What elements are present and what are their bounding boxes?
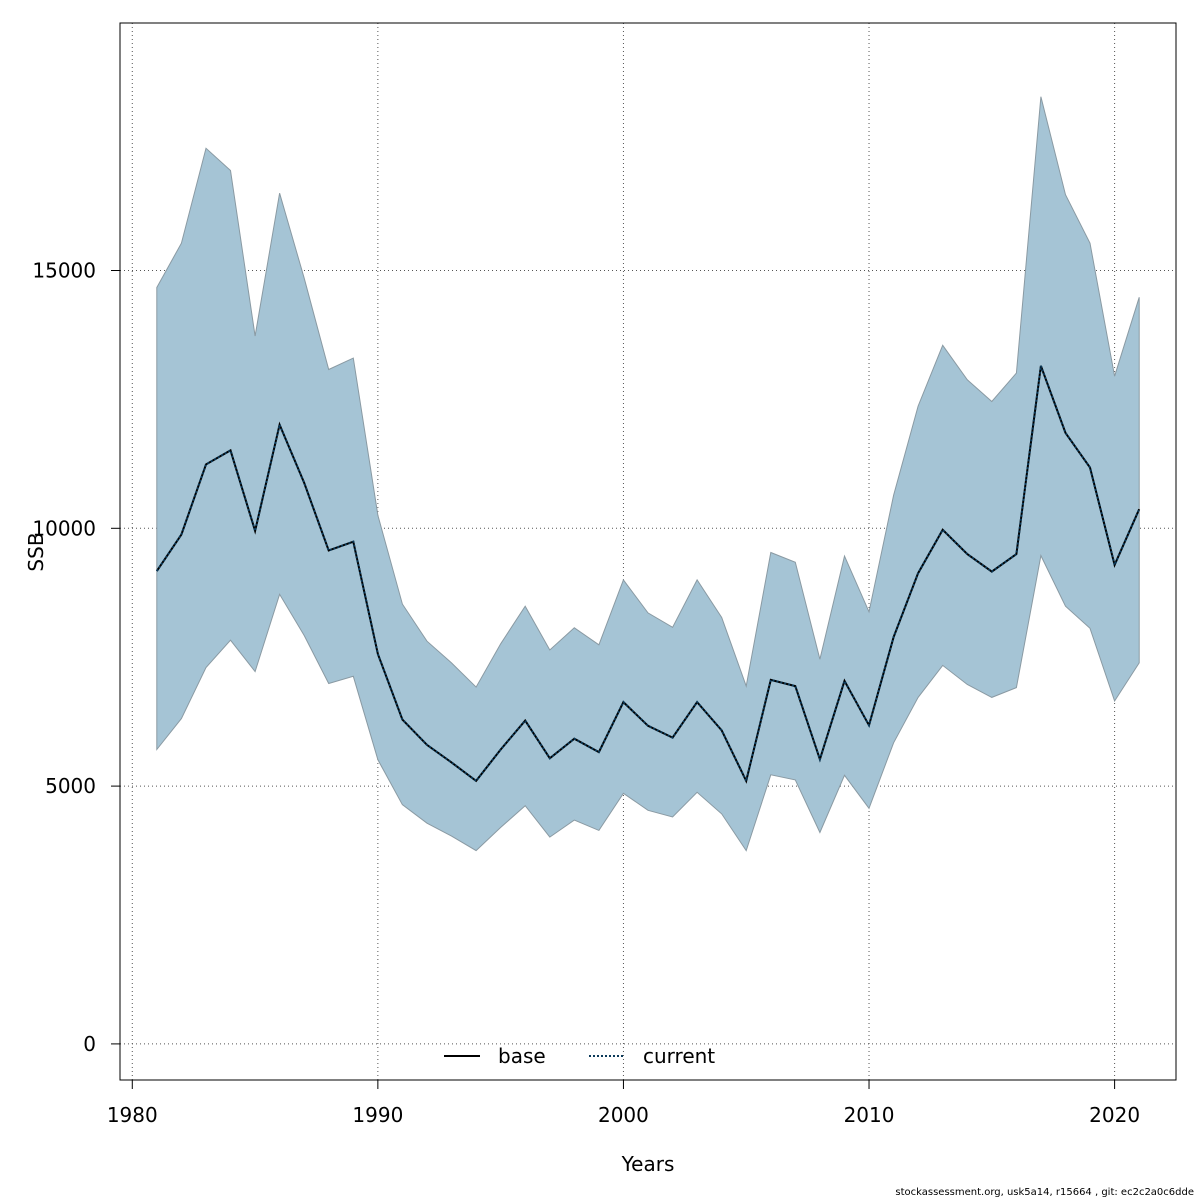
axes: 1980 1990 2000 2010 2020 0 5000 10000 15000 (32, 258, 1140, 1127)
x-tick-label: 1990 (352, 1103, 403, 1127)
x-tick-label: 2020 (1089, 1103, 1140, 1127)
y-tick-label: 0 (83, 1032, 96, 1056)
series-line-current (155, 365, 1141, 784)
legend: base current (444, 1044, 715, 1068)
x-tick-label: 2000 (598, 1103, 649, 1127)
y-tick-label: 15000 (32, 258, 96, 282)
footer-credit: stockassessment.org, usk5a14, r15664 , g… (895, 1187, 1194, 1198)
legend-current-label: current (643, 1044, 715, 1068)
y-tick-label: 5000 (45, 774, 96, 798)
series-lines (155, 365, 1141, 784)
x-tick-label: 1980 (107, 1103, 158, 1127)
confidence-band (156, 96, 1140, 852)
x-tick-label: 2010 (844, 1103, 895, 1127)
legend-base-label: base (498, 1044, 546, 1068)
y-tick-label: 10000 (32, 516, 96, 540)
plot-frame (119, 22, 1177, 1081)
x-axis-title: Years (621, 1152, 675, 1176)
confidence-band-area (156, 96, 1140, 852)
y-axis-title: SSB (24, 532, 48, 571)
